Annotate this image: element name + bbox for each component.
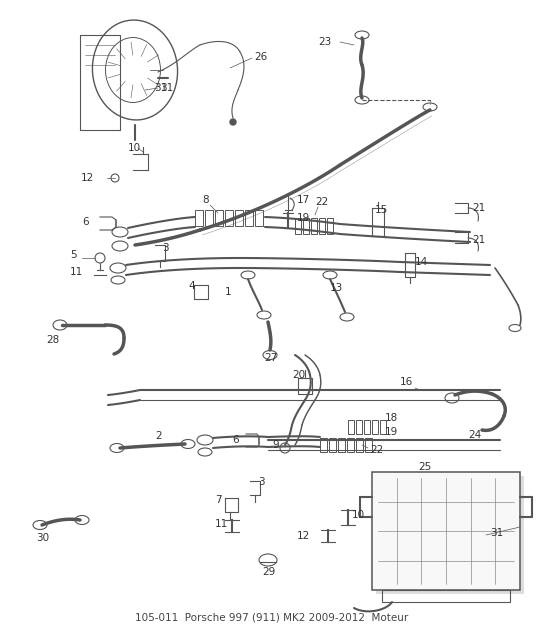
Bar: [295, 218, 301, 234]
Text: 22: 22: [370, 445, 383, 455]
Bar: [364, 420, 370, 434]
Text: 12: 12: [296, 531, 310, 541]
Text: 27: 27: [264, 353, 277, 363]
Text: 4: 4: [188, 281, 195, 291]
Bar: [372, 472, 520, 590]
Text: 7: 7: [215, 495, 222, 505]
Bar: [348, 420, 354, 434]
Text: 22: 22: [315, 197, 328, 207]
Bar: [255, 210, 263, 226]
Text: 11: 11: [215, 519, 228, 529]
Text: 31: 31: [490, 528, 503, 538]
Bar: [347, 438, 354, 452]
Text: 19: 19: [385, 427, 398, 437]
Bar: [372, 420, 378, 434]
Bar: [376, 476, 524, 594]
Bar: [329, 438, 336, 452]
Text: 12: 12: [81, 173, 94, 183]
Text: 30: 30: [36, 533, 49, 543]
Text: 2: 2: [155, 431, 162, 441]
Text: 31: 31: [160, 83, 173, 93]
Bar: [195, 210, 203, 226]
Bar: [327, 218, 333, 234]
Circle shape: [230, 119, 236, 125]
Text: 21: 21: [472, 235, 485, 245]
Text: 15: 15: [375, 205, 388, 215]
Text: 3: 3: [258, 477, 265, 487]
Bar: [215, 210, 223, 226]
Bar: [338, 438, 345, 452]
Bar: [356, 420, 362, 434]
Text: 6: 6: [232, 435, 239, 445]
Bar: [235, 210, 243, 226]
Text: 6: 6: [82, 217, 89, 227]
Text: 11: 11: [70, 267, 83, 277]
Text: 25: 25: [418, 462, 431, 472]
Text: 14: 14: [415, 257, 428, 267]
Text: 3: 3: [162, 243, 168, 253]
Text: 16: 16: [400, 377, 413, 387]
Bar: [320, 438, 327, 452]
Bar: [311, 218, 317, 234]
Bar: [382, 590, 510, 602]
Bar: [225, 210, 233, 226]
Text: 31: 31: [154, 83, 167, 93]
Text: 8: 8: [202, 195, 209, 205]
Text: 10: 10: [352, 510, 365, 520]
Text: 21: 21: [472, 203, 485, 213]
Text: 19: 19: [297, 213, 310, 223]
Bar: [303, 218, 309, 234]
Text: 10: 10: [128, 143, 141, 153]
Text: 5: 5: [70, 250, 77, 260]
Text: 20: 20: [292, 370, 305, 380]
Text: 9: 9: [272, 440, 278, 450]
Text: 29: 29: [262, 567, 275, 577]
Bar: [380, 420, 386, 434]
Bar: [356, 438, 363, 452]
Text: 23: 23: [318, 37, 331, 47]
Text: 18: 18: [385, 413, 398, 423]
Text: 28: 28: [46, 335, 59, 345]
Text: 1: 1: [225, 287, 232, 297]
Text: 24: 24: [468, 430, 481, 440]
Bar: [365, 438, 372, 452]
Text: 13: 13: [330, 283, 343, 293]
Text: 17: 17: [297, 195, 310, 205]
Text: 105-011  Porsche 997 (911) MK2 2009-2012  Moteur: 105-011 Porsche 997 (911) MK2 2009-2012 …: [135, 613, 409, 623]
Bar: [205, 210, 213, 226]
Text: 26: 26: [254, 52, 267, 62]
Bar: [319, 218, 325, 234]
Bar: [245, 210, 253, 226]
